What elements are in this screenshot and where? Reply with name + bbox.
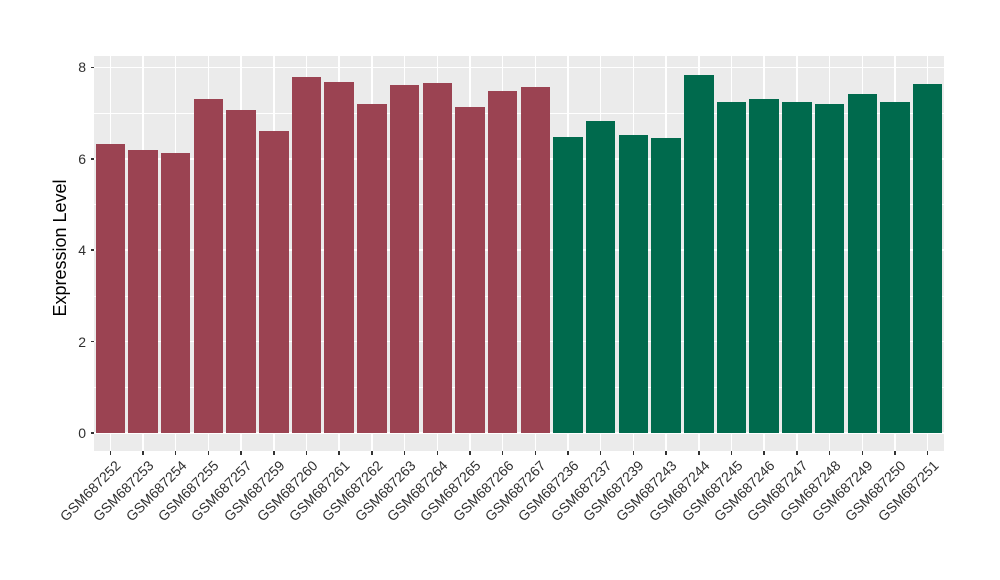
y-tick-label-0: 0 [78, 425, 86, 441]
bar-GSM687244 [684, 74, 714, 433]
bar-GSM687249 [847, 94, 877, 433]
bar-GSM687251 [912, 83, 943, 433]
y-axis-tick-6 [90, 158, 94, 160]
y-axis-tick-4 [90, 249, 94, 251]
x-axis-tick-GSM687250 [894, 451, 896, 455]
x-axis-tick-GSM687243 [665, 451, 667, 455]
x-axis-tick-GSM687264 [436, 451, 439, 455]
gridline-major-y2 [94, 340, 944, 343]
x-axis-tick-GSM687247 [796, 451, 798, 455]
y-tick-label-6: 6 [78, 150, 86, 167]
bar-GSM687252 [95, 144, 126, 433]
gridline-minor-y3 [94, 295, 944, 297]
y-axis-tick-8 [90, 66, 94, 69]
gridline-major-y6 [94, 158, 944, 160]
bar-GSM687250 [880, 101, 910, 433]
gridline-major-y4 [94, 249, 944, 251]
bar-GSM687266 [487, 90, 518, 433]
x-axis-tick-GSM687236 [567, 451, 569, 455]
x-axis-tick-GSM687265 [469, 451, 471, 455]
x-axis-tick-GSM687248 [828, 451, 831, 455]
x-axis-tick-GSM687249 [861, 451, 864, 455]
bar-GSM687262 [357, 104, 387, 433]
x-axis-tick-GSM687266 [501, 451, 504, 455]
bar-GSM687243 [651, 138, 681, 433]
gridline-minor-y1 [94, 386, 944, 388]
bar-GSM687261 [324, 82, 354, 433]
x-axis-tick-GSM687262 [371, 451, 373, 455]
bar-GSM687263 [389, 85, 420, 433]
bar-GSM687259 [259, 130, 289, 433]
bar-GSM687257 [226, 109, 256, 433]
bar-GSM687239 [618, 135, 649, 433]
gridline-major-y0 [94, 432, 944, 434]
bar-GSM687267 [520, 87, 551, 433]
bar-GSM687246 [749, 98, 779, 433]
bar-GSM687264 [422, 83, 452, 433]
y-tick-label-2: 2 [78, 333, 86, 350]
bar-GSM687237 [586, 120, 616, 433]
x-axis-tick-GSM687263 [403, 451, 406, 455]
y-tick-label-8: 8 [78, 59, 86, 76]
x-axis-tick-GSM687253 [142, 451, 144, 455]
x-axis-tick-GSM687237 [599, 451, 602, 455]
y-axis-tick-0 [90, 432, 94, 434]
x-axis-tick-GSM687244 [698, 451, 700, 455]
x-axis-tick-GSM687246 [763, 451, 765, 455]
plot-panel [94, 56, 944, 451]
bar-GSM687245 [716, 101, 747, 433]
y-axis-tick-2 [90, 340, 94, 343]
x-axis-tick-GSM687245 [730, 451, 733, 455]
bar-GSM687248 [814, 103, 845, 433]
bar-GSM687247 [782, 101, 812, 433]
gridline-minor-y7 [94, 112, 944, 114]
x-axis-tick-GSM687254 [174, 451, 177, 455]
bar-GSM687253 [128, 150, 158, 433]
bar-GSM687255 [193, 99, 224, 433]
gridline-major-y8 [94, 66, 944, 69]
x-axis-tick-GSM687251 [926, 451, 929, 455]
x-axis-tick-GSM687260 [305, 451, 308, 455]
bar-GSM687236 [553, 137, 583, 433]
x-axis-tick-GSM687255 [207, 451, 210, 455]
bar-GSM687254 [161, 152, 191, 433]
bar-GSM687265 [455, 106, 485, 433]
x-axis-tick-GSM687239 [632, 451, 635, 455]
x-axis-tick-GSM687259 [273, 451, 275, 455]
x-axis-tick-GSM687252 [109, 451, 112, 455]
x-axis-tick-GSM687261 [338, 451, 340, 455]
y-tick-label-4: 4 [78, 242, 86, 259]
x-axis-tick-GSM687257 [240, 451, 242, 455]
bar-GSM687260 [291, 76, 322, 433]
x-axis-tick-GSM687267 [534, 451, 537, 455]
gridline-minor-y5 [94, 204, 944, 205]
